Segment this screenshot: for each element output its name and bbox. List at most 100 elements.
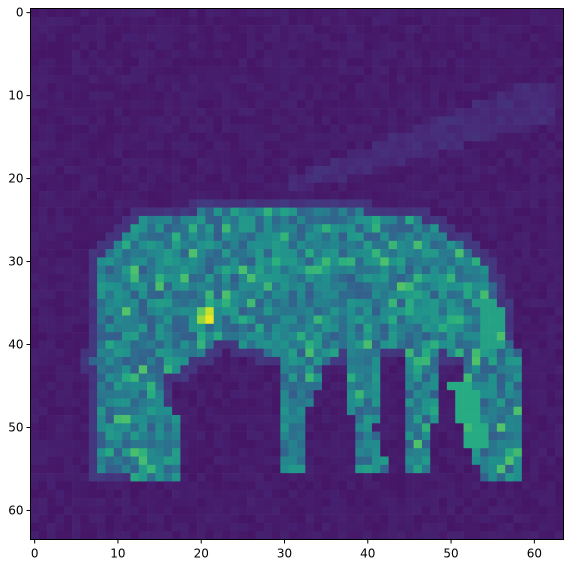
heatmap-cell (130, 373, 140, 383)
heatmap-cell (88, 240, 98, 250)
heatmap-cell (105, 398, 115, 408)
heatmap-cell (205, 108, 215, 117)
heatmap-cell (546, 66, 556, 76)
heatmap-cell (430, 41, 439, 51)
heatmap-cell (272, 249, 281, 258)
heatmap-cell (147, 249, 156, 258)
heatmap-cell (438, 381, 448, 391)
heatmap-cell (363, 141, 373, 150)
heatmap-cell (213, 182, 223, 192)
heatmap-cell (346, 274, 356, 283)
heatmap-cell (321, 33, 331, 42)
heatmap-cell (463, 199, 473, 208)
heatmap-cell (380, 531, 389, 540)
heatmap-cell (188, 257, 198, 267)
heatmap-cell (505, 464, 514, 474)
heatmap-cell (405, 157, 414, 167)
heatmap-cell (138, 456, 148, 466)
heatmap-cell (455, 398, 464, 408)
heatmap-cell (430, 224, 439, 233)
heatmap-cell (313, 381, 323, 391)
heatmap-cell (538, 199, 548, 208)
heatmap-cell (163, 149, 173, 159)
heatmap-cell (263, 282, 273, 291)
heatmap-cell (405, 473, 414, 482)
heatmap-cell (488, 481, 498, 491)
heatmap-cell (538, 99, 548, 109)
heatmap-cell (155, 249, 165, 258)
heatmap-cell (555, 25, 564, 34)
heatmap-cell (346, 199, 356, 208)
heatmap-cell (230, 464, 240, 474)
heatmap-cell (72, 489, 81, 499)
heatmap-cell (155, 66, 165, 76)
heatmap-cell (388, 207, 398, 217)
heatmap-cell (421, 240, 431, 250)
heatmap-cell (130, 257, 140, 267)
heatmap-cell (122, 531, 131, 540)
heatmap-cell (47, 315, 56, 325)
heatmap-cell (280, 16, 289, 26)
heatmap-cell (147, 58, 156, 67)
heatmap-cell (255, 49, 264, 59)
heatmap-cell (47, 41, 56, 51)
heatmap-cell (180, 174, 190, 184)
heatmap-cell (222, 141, 231, 150)
heatmap-cell (280, 166, 289, 175)
heatmap-cell (138, 99, 148, 109)
heatmap-cell (205, 8, 215, 18)
heatmap-cell (188, 498, 198, 507)
heatmap-cell (72, 431, 81, 441)
heatmap-cell (388, 464, 398, 474)
heatmap-cell (172, 99, 181, 109)
heatmap-cell (446, 282, 456, 291)
heatmap-cell (396, 240, 406, 250)
heatmap-cell (88, 290, 98, 300)
heatmap-cell (55, 332, 65, 341)
heatmap-cell (421, 356, 431, 366)
heatmap-cell (280, 224, 289, 233)
heatmap-cell (463, 481, 473, 491)
heatmap-cell (205, 522, 215, 532)
heatmap-cell (330, 406, 339, 416)
heatmap-cell (521, 456, 531, 466)
heatmap-cell (538, 224, 548, 233)
heatmap-cell (255, 498, 264, 507)
heatmap-cell (513, 149, 523, 159)
heatmap-cell (496, 514, 506, 524)
heatmap-cell (471, 116, 481, 125)
heatmap-cell (47, 249, 56, 258)
heatmap-cell (63, 448, 73, 457)
heatmap-cell (222, 33, 231, 42)
heatmap-cell (330, 423, 339, 432)
heatmap-cell (513, 191, 523, 200)
heatmap-cell (122, 398, 131, 408)
heatmap-cell (30, 373, 40, 383)
heatmap-cell (530, 74, 539, 84)
heatmap-cell (138, 215, 148, 225)
heatmap-cell (513, 423, 523, 432)
heatmap-cell (471, 66, 481, 76)
heatmap-cell (346, 149, 356, 159)
heatmap-cell (471, 373, 481, 383)
heatmap-cell (446, 340, 456, 349)
heatmap-cell (205, 199, 215, 208)
heatmap-cell (188, 8, 198, 18)
heatmap-cell (421, 199, 431, 208)
heatmap-cell (147, 240, 156, 250)
heatmap-cell (80, 99, 90, 109)
heatmap-cell (188, 91, 198, 101)
heatmap-cell (471, 224, 481, 233)
heatmap-cell (30, 298, 40, 308)
heatmap-cell (172, 16, 181, 26)
heatmap-cell (205, 157, 215, 167)
heatmap-cell (313, 390, 323, 399)
heatmap-cell (230, 166, 240, 175)
heatmap-cell (513, 157, 523, 167)
heatmap-cell (513, 215, 523, 225)
heatmap-cell (72, 58, 81, 67)
heatmap-cell (396, 108, 406, 117)
heatmap-cell (538, 232, 548, 242)
heatmap-cell (513, 481, 523, 491)
heatmap-cell (513, 498, 523, 507)
